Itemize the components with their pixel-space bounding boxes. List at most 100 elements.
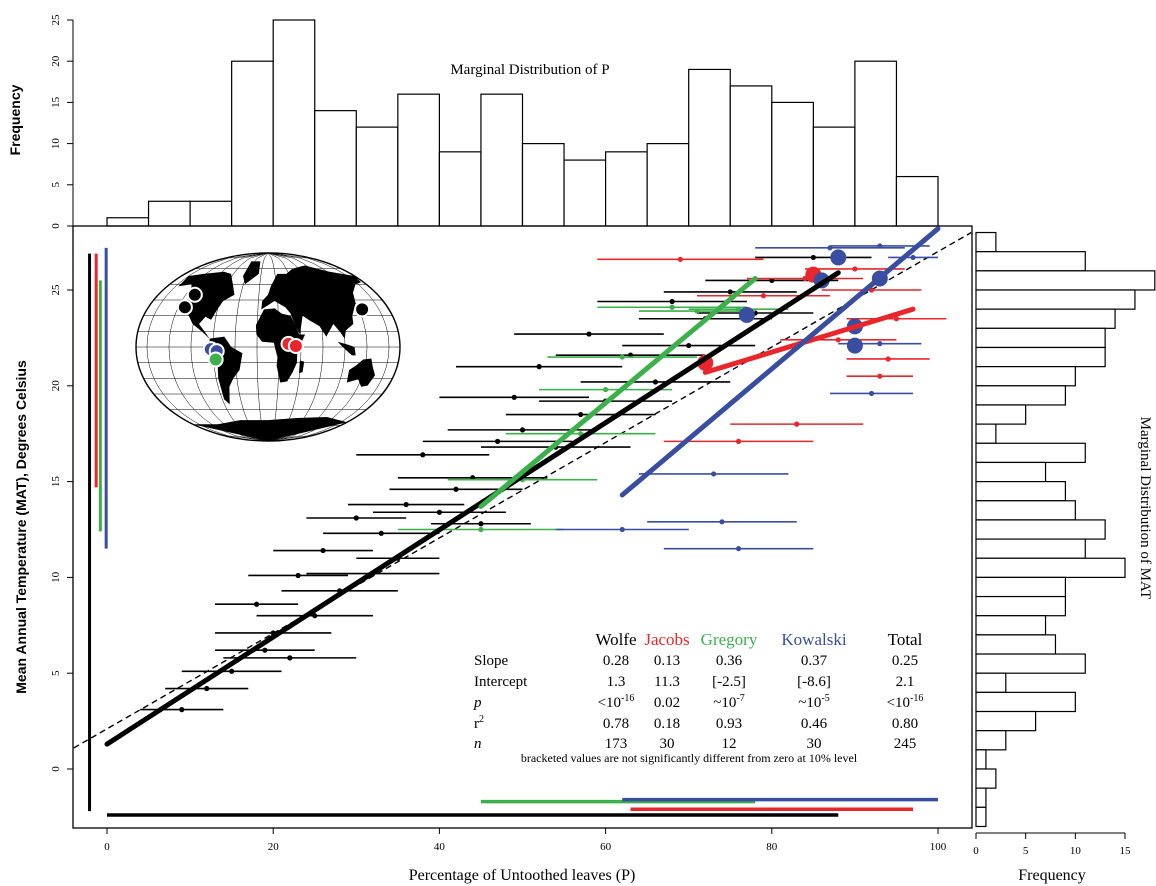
y-tick-label: 25 <box>50 284 62 296</box>
right-hist-bar <box>975 595 1067 617</box>
data-point-jacobs <box>877 373 883 379</box>
right-hist-bar <box>975 691 1076 713</box>
stats-table-cell: 0.93 <box>716 716 742 732</box>
data-point-wolfe <box>320 547 326 554</box>
right-hist-bar <box>975 385 1067 406</box>
right-hist-bar <box>975 538 1086 559</box>
data-point-kowalski <box>868 390 875 397</box>
top-hist-bar <box>438 151 482 227</box>
top-hist-tick-label: 10 <box>50 138 62 150</box>
right-hist-bar <box>975 289 1136 310</box>
top-hist-bar <box>563 159 607 227</box>
map-meridian <box>256 253 269 441</box>
data-point-wolfe <box>652 379 659 385</box>
y-tick-label: 0 <box>50 766 62 772</box>
data-point-wolfe <box>669 298 675 305</box>
stats-table-footnote: bracketed values are not significantly d… <box>521 751 858 765</box>
data-point-wolfe <box>453 486 459 492</box>
data-point-jacobs <box>760 293 767 299</box>
top-hist-tick-label: 5 <box>50 182 62 188</box>
y-tick-label: 15 <box>50 476 62 488</box>
map-body <box>136 253 400 441</box>
data-point-wolfe <box>494 438 501 444</box>
stats-table-cell: 1.3 <box>607 674 626 690</box>
data-point-wolfe <box>378 530 384 536</box>
right-hist-bar <box>975 787 987 808</box>
stats-table-row-label: r2 <box>474 714 484 732</box>
stats-table-row-label: p <box>473 695 482 711</box>
top-hist-tick-label: 25 <box>50 14 62 26</box>
data-point-wolfe <box>578 411 584 418</box>
top-hist-tick-label: 20 <box>50 55 62 66</box>
stats-table-cell: 0.28 <box>603 653 629 669</box>
stats-table-cell: 0.13 <box>654 653 680 669</box>
right-hist-bar <box>975 653 1086 674</box>
right-hist-tick-label: 15 <box>1120 845 1132 857</box>
right-hist-bar <box>975 461 1047 483</box>
stats-table-row-label: Intercept <box>474 674 528 690</box>
top-histogram-ylabel: Frequency <box>7 84 23 155</box>
x-tick-label: 40 <box>434 841 446 853</box>
data-point-jacobs <box>677 256 683 262</box>
right-hist-tick-label: 5 <box>1023 845 1029 857</box>
right-hist-bar <box>975 404 1027 425</box>
top-hist-bar <box>895 175 939 227</box>
stats-table-cell: 0.36 <box>716 653 743 669</box>
data-point-kowalski <box>711 471 717 477</box>
y-tick-label: 20 <box>50 380 62 392</box>
data-point-wolfe <box>436 509 442 515</box>
right-hist-bar <box>975 366 1076 387</box>
map-landmass-indonesia <box>337 341 356 356</box>
stats-table-header-kowalski: Kowalski <box>781 630 846 649</box>
top-hist-tick-label: 15 <box>50 96 62 108</box>
top-hist-bar <box>771 101 814 227</box>
regression-line-jacobs <box>702 306 916 375</box>
right-hist-bar <box>975 557 1126 578</box>
right-hist-bar <box>975 423 997 444</box>
top-hist-bar <box>189 200 233 227</box>
right-hist-bar <box>975 231 997 253</box>
data-point-jacobs <box>835 337 841 343</box>
right-histogram-title: Marginal Distribution of MAT <box>1137 417 1153 600</box>
top-hist-bar <box>272 19 316 227</box>
stats-table-cell: 30 <box>807 736 822 752</box>
data-point-jacobs <box>852 266 858 272</box>
right-hist-bar <box>975 749 987 770</box>
data-point-gregory <box>603 387 609 393</box>
data-point-gregory <box>735 306 742 312</box>
stats-table-cell: 0.46 <box>801 716 828 732</box>
data-point-wolfe <box>403 501 409 508</box>
right-hist-bar <box>975 634 1057 655</box>
data-point-wolfe <box>353 515 359 521</box>
right-hist-tick-label: 0 <box>973 845 979 857</box>
stats-table-cell: 12 <box>722 736 737 752</box>
main-plot-frame <box>72 225 973 829</box>
map-landmass-madagascar <box>299 360 305 374</box>
map-site-wolfe <box>176 299 193 316</box>
map-landmass-greenland <box>243 261 261 285</box>
data-point-kowalski <box>877 243 883 249</box>
y-axis-label: Mean Annual Temperature (MAT), Degrees C… <box>13 360 29 694</box>
inset-world-map <box>135 252 401 442</box>
data-point-kowalski <box>619 526 625 533</box>
right-hist-bar <box>975 500 1076 521</box>
data-point-gregory <box>619 354 625 360</box>
stats-table-header-jacobs: Jacobs <box>644 630 689 649</box>
data-point-wolfe <box>420 452 426 458</box>
stats-table-cell: <10-16 <box>598 693 635 711</box>
data-point-wolfe <box>295 572 301 579</box>
data-point-wolfe <box>810 254 816 261</box>
stats-table-cell: 30 <box>660 736 675 752</box>
stats-table-cell: [-2.5] <box>712 674 746 690</box>
top-hist-bar <box>231 60 274 227</box>
right-histogram: 0 5 10 15 <box>973 231 1156 857</box>
y-tick-label: 10 <box>50 571 62 583</box>
top-hist-bar <box>106 217 150 227</box>
data-point-kowalski <box>910 254 916 261</box>
top-hist-bar <box>854 60 898 227</box>
data-point-kowalski <box>735 546 742 552</box>
map-landmass-africa <box>255 308 306 383</box>
stats-table-header-wolfe: Wolfe <box>595 630 636 649</box>
top-histogram: 0 5 10 15 20 25 <box>50 14 939 229</box>
